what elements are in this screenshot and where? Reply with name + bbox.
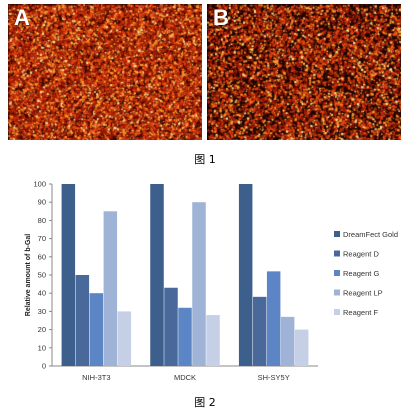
legend-label: Reagent D: [343, 250, 379, 259]
legend-swatch: [334, 250, 340, 257]
y-tick-label: 40: [38, 289, 46, 298]
legend-label: Reagent F: [343, 308, 378, 317]
x-tick-label: MDCK: [174, 373, 196, 382]
figure-2-caption: 图 2: [194, 396, 216, 409]
y-tick-label: 50: [38, 271, 46, 280]
micrograph-panel-b: B: [207, 4, 401, 140]
y-tick-label: 60: [38, 252, 46, 261]
bar-dreamfect-gold-sh-sy5y: [238, 184, 253, 366]
x-tick-label: SH-SY5Y: [258, 373, 290, 382]
panel-label-b: B: [213, 5, 229, 30]
y-tick-label: 0: [42, 362, 46, 371]
figure-1-caption: 图 1: [194, 153, 216, 166]
y-tick-label: 90: [38, 198, 46, 207]
bar-reagent-d-nih-3t3: [75, 275, 90, 366]
bar-reagent-d-mdck: [164, 287, 178, 366]
bar-reagent-lp-sh-sy5y: [280, 316, 295, 366]
legend-label: Reagent G: [343, 269, 379, 278]
micrograph-panel-a: A: [8, 4, 202, 140]
bar-reagent-f-mdck: [206, 315, 220, 366]
y-tick-label: 30: [38, 307, 46, 316]
bar-reagent-g-sh-sy5y: [266, 271, 281, 366]
bar-reagent-g-mdck: [178, 307, 192, 366]
y-tick-label: 100: [33, 180, 46, 189]
legend-label: DreamFect Gold: [343, 230, 398, 239]
bar-dreamfect-gold-mdck: [150, 184, 164, 366]
bar-reagent-f-nih-3t3: [117, 311, 132, 366]
bar-reagent-g-nih-3t3: [89, 293, 104, 366]
bar-chart: 0 10 20 30 40 50 60 70 80 90 100 Relative amount of…: [25, 180, 398, 383]
y-tick-label: 20: [38, 325, 46, 334]
y-tick-label: 10: [38, 343, 46, 352]
bar-dreamfect-gold-nih-3t3: [61, 184, 76, 366]
micrograph-image-b: [207, 4, 401, 140]
y-tick-label: 70: [38, 234, 46, 243]
bar-reagent-d-sh-sy5y: [252, 296, 267, 366]
bar-reagent-lp-mdck: [192, 202, 206, 366]
legend-swatch: [334, 270, 340, 276]
micrograph-image-a: [8, 4, 202, 140]
y-tick-label: 80: [38, 216, 46, 225]
legend-swatch: [334, 289, 340, 296]
legend-swatch: [334, 231, 340, 237]
bar-reagent-f-sh-sy5y: [294, 329, 309, 366]
legend-label: Reagent LP: [343, 289, 383, 298]
panel-label-a: A: [14, 5, 30, 30]
x-tick-label: NIH-3T3: [82, 373, 110, 382]
legend-swatch: [334, 309, 340, 315]
y-axis-label: Relative amount of b-Gal: [25, 234, 32, 317]
bar-reagent-lp-nih-3t3: [103, 211, 118, 366]
